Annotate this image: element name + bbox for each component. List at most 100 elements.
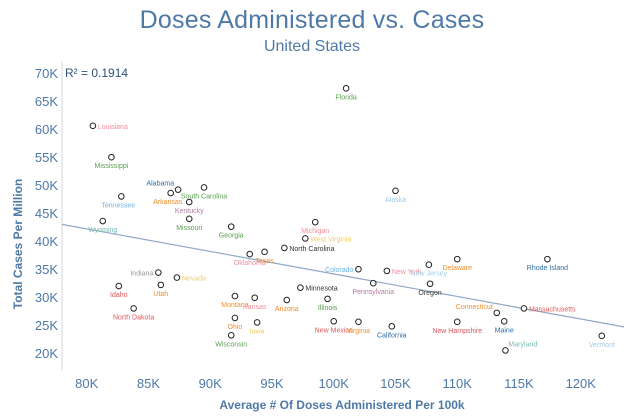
data-point (117, 193, 125, 200)
point-label: Wyoming (88, 227, 117, 234)
trend-line (61, 223, 624, 328)
data-point (261, 248, 268, 256)
y-tick-label: 55K (35, 150, 58, 165)
y-tick-label: 30K (35, 290, 58, 305)
point-label: Louisiana (98, 124, 128, 131)
data-point (453, 318, 461, 326)
y-tick-label: 25K (35, 318, 58, 333)
data-point (425, 261, 433, 269)
point-label: Mississippi (94, 163, 128, 170)
data-point (311, 218, 319, 226)
data-point (185, 198, 193, 206)
data-point (493, 309, 501, 317)
y-tick-label: 35K (35, 262, 58, 277)
point-label: New Mexico (315, 327, 353, 334)
point-label: North Dakota (113, 314, 154, 321)
point-label: Massachusetts (529, 306, 576, 313)
point-label: Florida (335, 94, 357, 101)
point-label: West Virginia (310, 236, 351, 243)
data-point (174, 186, 182, 193)
data-point (324, 295, 331, 303)
data-point (342, 85, 350, 92)
r-squared-annotation: R² = 0.1914 (65, 66, 128, 80)
point-label: Arkansas (153, 199, 183, 206)
point-label: Missouri (176, 225, 203, 232)
y-tick-label: 20K (35, 346, 58, 361)
data-point (598, 332, 606, 340)
data-point (281, 244, 288, 252)
data-point (231, 292, 239, 300)
point-label: Oklahoma (234, 260, 266, 267)
point-label: Indiana (130, 271, 153, 278)
point-label: Connecticut (456, 304, 493, 311)
y-tick-label: 45K (35, 206, 58, 221)
data-point (200, 184, 208, 191)
point-label: Ohio (228, 324, 243, 331)
data-point (453, 255, 461, 263)
data-point (167, 189, 174, 197)
point-label: Michigan (301, 228, 329, 235)
data-point (173, 274, 181, 281)
point-label: Oregon (418, 290, 441, 297)
point-label: Kansas (243, 304, 267, 311)
point-label: Colorado (325, 267, 354, 274)
data-point (115, 282, 123, 290)
point-label: Pennsylvania (352, 289, 394, 296)
x-tick-label: 85K (137, 376, 160, 391)
point-label: California (377, 332, 407, 339)
point-label: Alabama (146, 181, 174, 188)
y-axis-title: Total Cases Per Million (11, 179, 25, 309)
chart-title: Doses Administered vs. Cases (139, 6, 485, 34)
point-label: Alaska (385, 197, 406, 204)
data-point (502, 347, 509, 354)
data-point (89, 122, 97, 130)
x-tick-label: 95K (260, 376, 283, 391)
data-point (231, 314, 239, 322)
point-label: Illinois (318, 305, 338, 312)
point-label: Wisconsin (215, 341, 247, 348)
point-label: New York (392, 269, 422, 276)
y-tick-label: 50K (35, 178, 58, 193)
data-point (520, 305, 528, 312)
point-label: Nevada (182, 276, 206, 283)
data-point (227, 223, 235, 230)
y-tick-label: 40K (35, 234, 58, 249)
x-tick-label: 105K (380, 376, 411, 391)
data-point (302, 235, 309, 242)
point-label: Rhode Island (527, 265, 568, 272)
x-tick-label: 90K (199, 376, 222, 391)
point-label: South Carolina (181, 193, 227, 200)
point-label: New Hampshire (432, 328, 482, 335)
point-label: Georgia (219, 233, 244, 240)
data-point (544, 255, 551, 263)
data-point (246, 250, 254, 258)
data-point (297, 284, 304, 291)
chart-subtitle: United States (263, 38, 361, 55)
data-point (155, 269, 162, 276)
point-label: Texas (255, 258, 274, 265)
y-tick-label: 65K (35, 94, 58, 109)
data-point (383, 267, 391, 275)
x-tick-label: 115K (504, 376, 534, 391)
data-point (130, 305, 137, 312)
y-tick-label: 70K (35, 66, 58, 81)
x-tick-label: 100K (319, 376, 350, 391)
point-label: Arizona (275, 306, 299, 313)
point-label: Idaho (110, 292, 128, 299)
point-label: Minnesota (305, 286, 337, 293)
point-label: Maine (495, 327, 514, 334)
data-point (388, 323, 396, 330)
point-label: Iowa (250, 328, 265, 335)
data-point (253, 319, 261, 326)
point-label: Maryland (508, 341, 537, 348)
point-label: North Carolina (289, 246, 334, 253)
data-point (392, 187, 399, 195)
data-point (108, 153, 115, 161)
data-point (185, 215, 193, 223)
point-label: Utah (153, 291, 168, 298)
x-axis-title: Average # Of Doses Administered Per 100k (219, 398, 465, 412)
data-point (157, 281, 165, 289)
data-point (99, 217, 107, 225)
